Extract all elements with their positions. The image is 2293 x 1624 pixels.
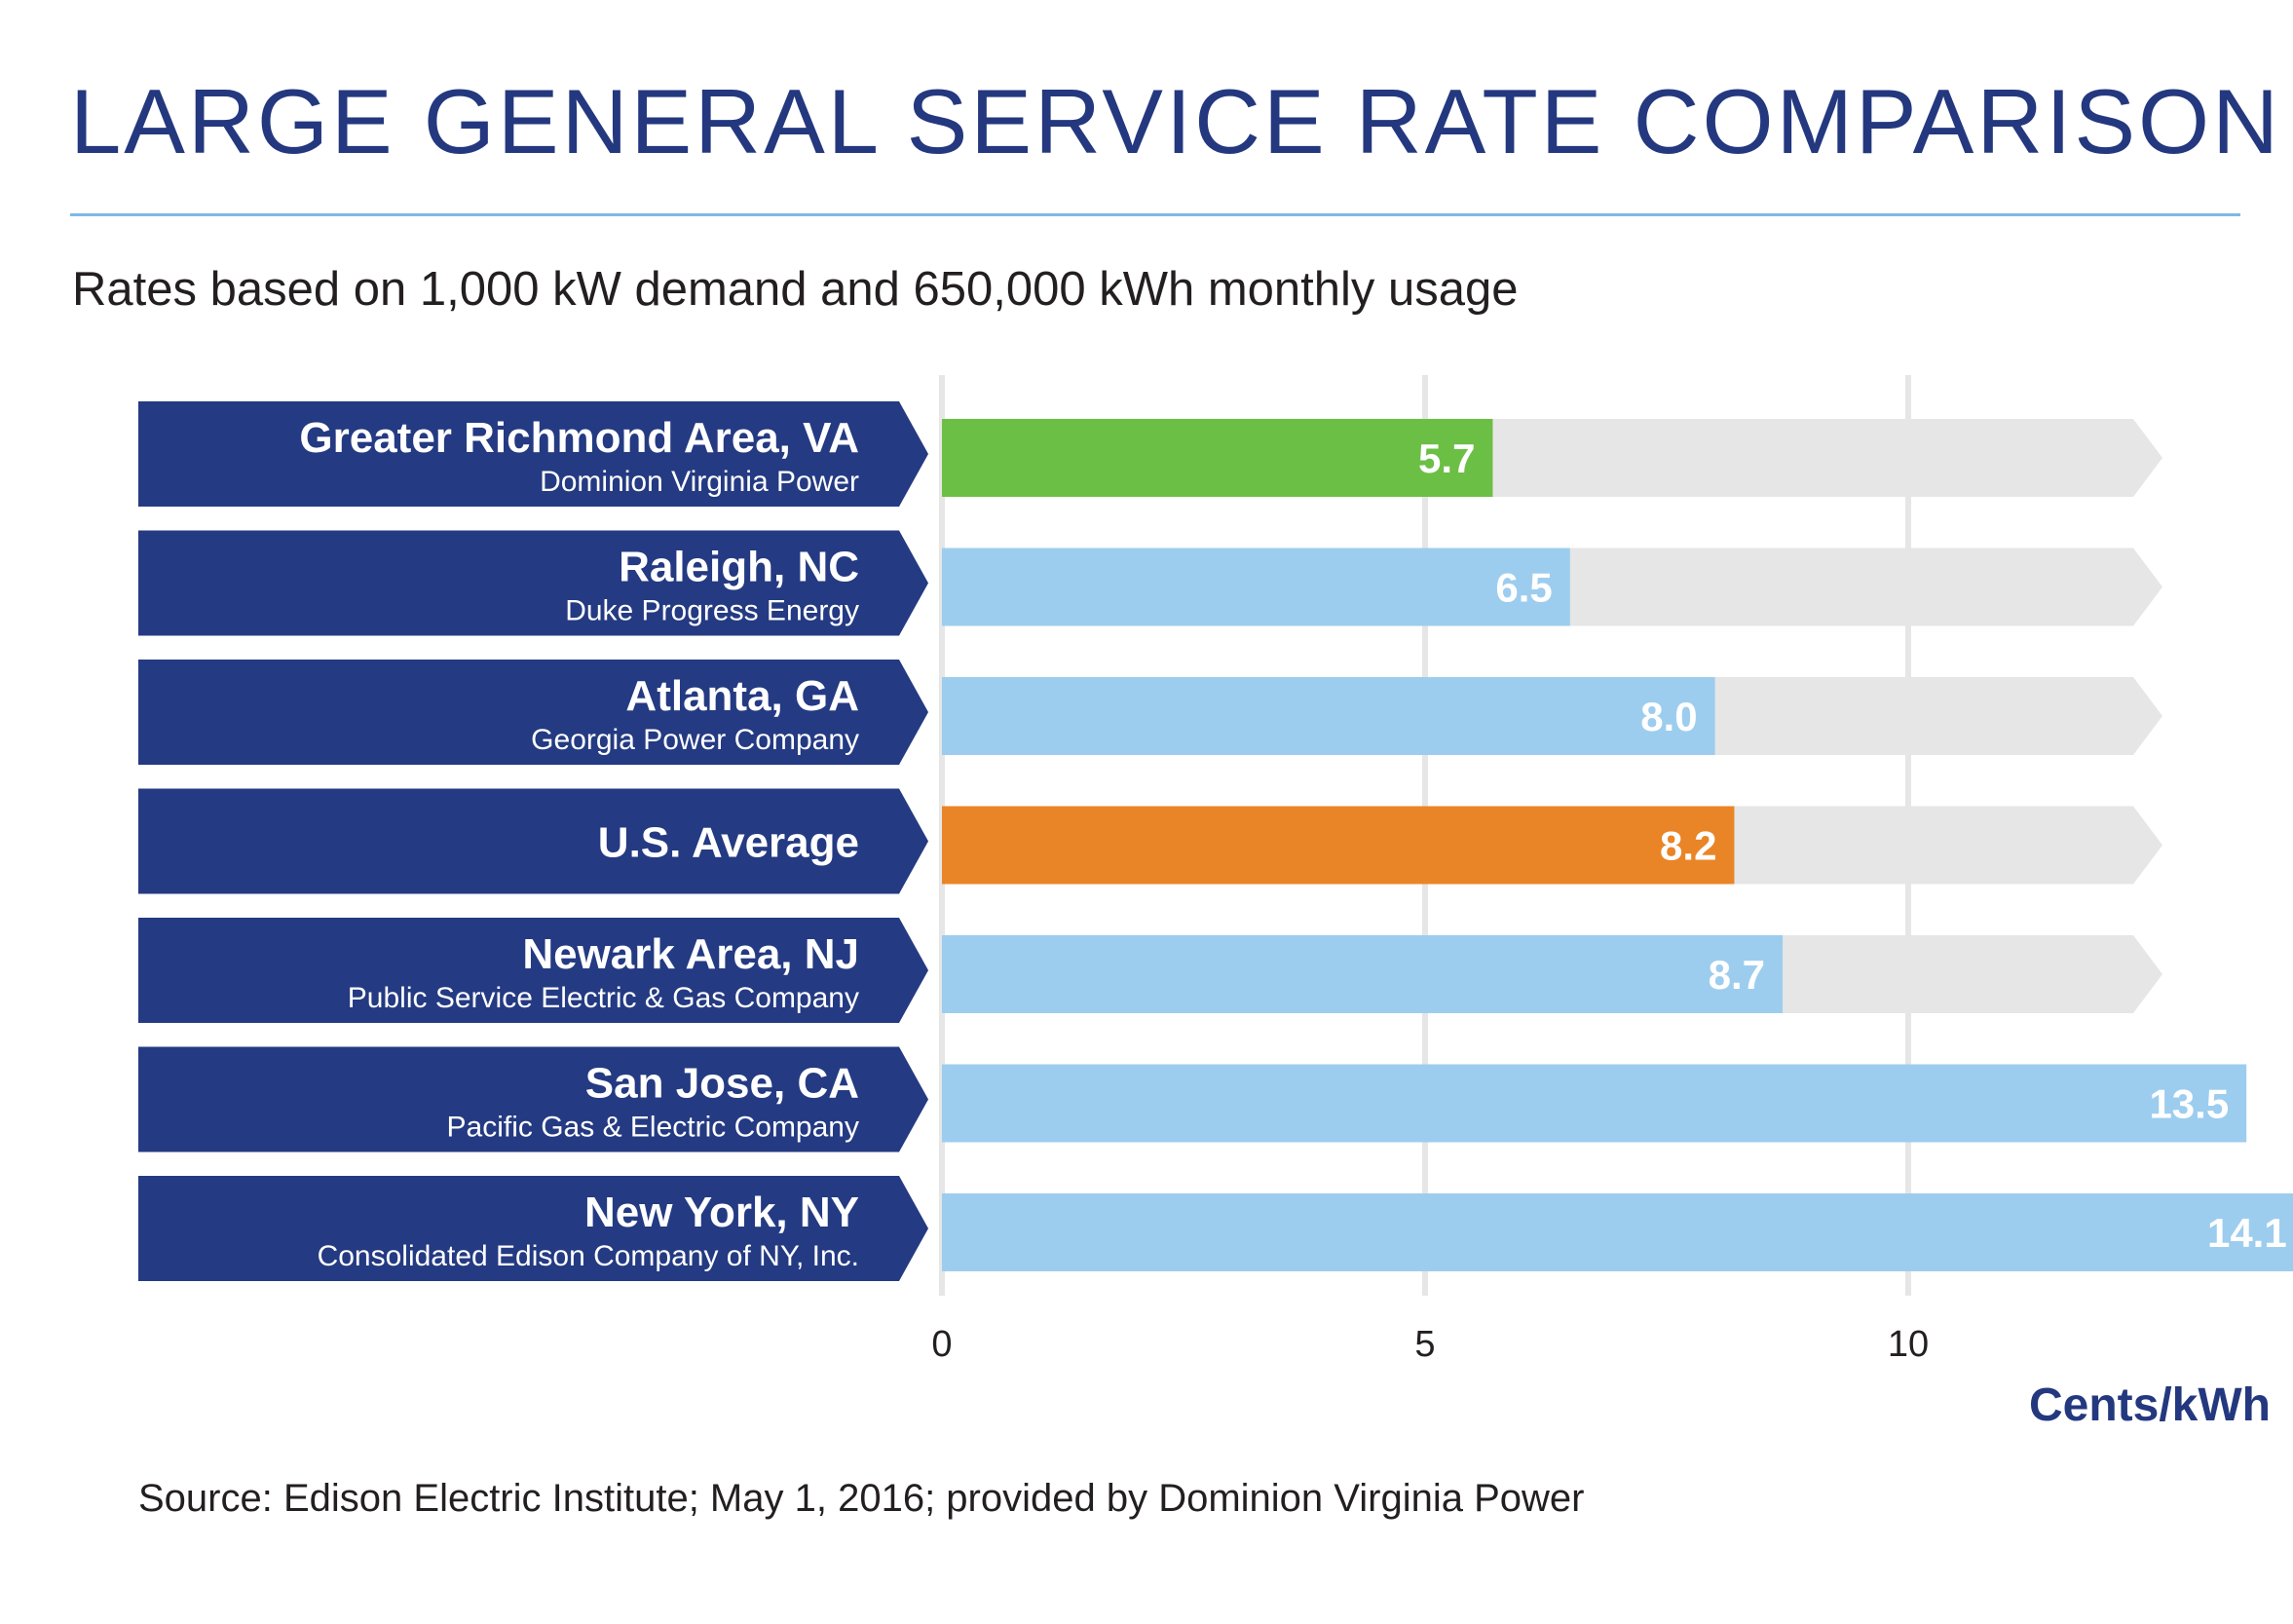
category-labels: Greater Richmond Area, VA Dominion Virgin… [138,401,928,1281]
title-divider [70,213,2240,216]
x-axis: 05101520Cents/kWh [931,1324,2271,1431]
utility-label: Public Service Electric & Gas Company [348,982,859,1014]
bar-value-label: 14.1 [2207,1210,2287,1256]
utility-label: Dominion Virginia Power [540,466,859,498]
bar-value-label: 13.5 [2149,1081,2229,1127]
chart-subtitle: Rates based on 1,000 kW demand and 650,0… [72,263,1519,316]
category-banner [138,530,928,636]
bar-value-label: 8.7 [1709,952,1765,998]
bars: 5.7 6.5 8.0 8.2 8.7 13.5 14.1 [942,419,2293,1271]
category-label: Greater Richmond Area, VA [299,414,859,462]
bar [942,1193,2293,1271]
bar [942,677,1715,755]
category-banner [138,788,928,894]
bar [942,1064,2247,1143]
bar [942,548,1570,626]
bar-value-label: 8.2 [1660,823,1716,869]
category-banner [138,1176,928,1281]
utility-label: Georgia Power Company [531,724,859,756]
x-tick-label: 10 [1888,1324,1929,1365]
category-banner [138,918,928,1023]
category-label: U.S. Average [598,819,859,867]
category-label: Raleigh, NC [619,544,859,591]
category-label: Atlanta, GA [625,672,859,720]
x-tick-label: 5 [1414,1324,1435,1365]
bar [942,806,1735,885]
utility-label: Duke Progress Energy [565,595,859,627]
category-banner [138,401,928,507]
category-label: San Jose, CA [585,1060,859,1108]
bar-value-label: 8.0 [1640,694,1697,739]
category-label: New York, NY [584,1189,859,1236]
category-banner [138,660,928,765]
x-axis-label: Cents/kWh [2029,1379,2271,1431]
page-title: LARGE GENERAL SERVICE RATE COMPARISON [70,70,2282,172]
utility-label: Pacific Gas & Electric Company [447,1112,859,1144]
utility-label: Consolidated Edison Company of NY, Inc. [318,1240,859,1272]
x-tick-label: 0 [931,1324,952,1365]
bar [942,419,1493,497]
category-banner [138,1046,928,1152]
source-note: Source: Edison Electric Institute; May 1… [138,1477,1585,1520]
bar-value-label: 6.5 [1495,565,1552,611]
category-label: Newark Area, NJ [522,930,859,978]
bar [942,935,1784,1013]
bar-value-label: 5.7 [1418,435,1475,481]
